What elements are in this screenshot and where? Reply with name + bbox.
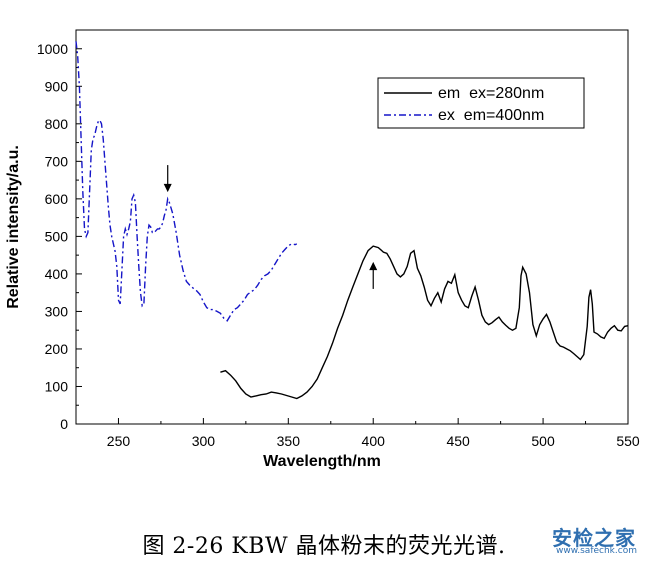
y-tick-label: 300 xyxy=(45,303,69,319)
y-axis-title: Relative intensity/a.u. xyxy=(5,145,22,309)
axis-ticks: 250 300 350 400 450 500 550 0 100 200 300 400 500 600… xyxy=(37,29,640,449)
y-tick-label: 700 xyxy=(45,153,69,169)
x-axis-title: Wavelength/nm xyxy=(263,453,381,470)
legend-label-em: em ex=280nm xyxy=(438,85,544,102)
x-tick-label: 450 xyxy=(446,433,470,449)
series-layer xyxy=(75,41,629,400)
watermark-title: 安检之家 xyxy=(552,526,636,550)
x-tick-label: 550 xyxy=(616,433,640,449)
y-tick-label: 900 xyxy=(45,78,69,94)
legend: em ex=280nm ex em=400nm xyxy=(377,77,585,129)
watermark-logo: 安检之家 www.safechk.com xyxy=(540,522,648,562)
legend-box xyxy=(377,77,585,129)
x-tick-label: 350 xyxy=(277,433,301,449)
legend-label-ex: ex em=400nm xyxy=(438,107,544,124)
y-tick-label: 600 xyxy=(45,191,69,207)
x-tick-label: 250 xyxy=(107,433,131,449)
figure-caption: 图 2-26 KBW 晶体粉末的荧光光谱. xyxy=(142,534,506,559)
x-tick-label: 500 xyxy=(531,433,555,449)
watermark-url: www.safechk.com xyxy=(556,546,637,556)
annotation-arrows xyxy=(163,165,378,289)
y-tick-label: 800 xyxy=(45,116,69,132)
chart-area: 250 300 350 400 450 500 550 0 100 200 300 400 500 600… xyxy=(5,29,640,470)
series-line-em xyxy=(220,245,629,400)
x-tick-label: 300 xyxy=(192,433,216,449)
y-tick-label: 500 xyxy=(45,228,69,244)
arrow-head-up xyxy=(369,261,378,271)
y-tick-label: 100 xyxy=(45,378,69,394)
x-tick-label: 400 xyxy=(362,433,386,449)
y-tick-label: 1000 xyxy=(37,41,68,57)
arrow-head-down xyxy=(163,183,172,193)
y-tick-label: 200 xyxy=(45,341,69,357)
y-tick-label: 400 xyxy=(45,266,69,282)
series-line-ex xyxy=(75,41,298,322)
y-tick-label: 0 xyxy=(60,416,68,432)
plot-frame xyxy=(75,29,629,425)
